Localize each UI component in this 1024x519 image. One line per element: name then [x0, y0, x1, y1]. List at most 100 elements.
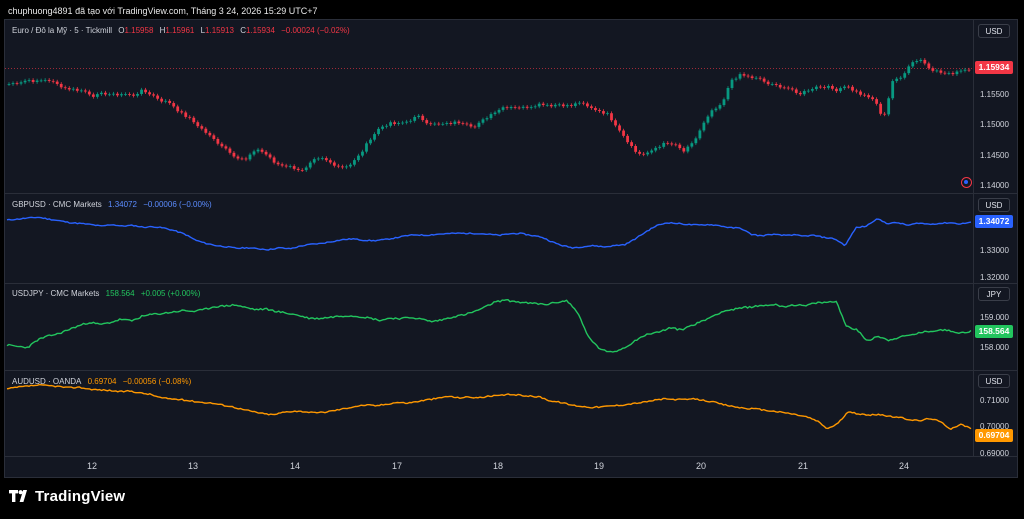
usdjpy-pane[interactable]	[5, 284, 973, 370]
candle-body	[606, 113, 609, 115]
candle-body	[489, 114, 493, 119]
currency-button-usdjpy[interactable]: JPY	[978, 287, 1010, 301]
candle-body	[871, 97, 874, 100]
candle-body	[843, 86, 846, 89]
usdjpy-legend[interactable]: USDJPY · CMC Markets 158.564 +0.005 (+0.…	[12, 289, 204, 298]
currency-button-gbpusd[interactable]: USD	[978, 198, 1010, 212]
audusd-legend[interactable]: AUDUSD · OANDA 0.69704 −0.00056 (−0.08%)	[12, 377, 195, 386]
eurusd-candles	[5, 58, 973, 172]
candle-body	[839, 88, 842, 92]
candle-body	[541, 103, 545, 105]
candle-body	[413, 116, 417, 121]
pane-divider[interactable]	[5, 193, 1018, 194]
ohlc-open: O1.15958	[118, 26, 154, 35]
currency-button-audusd[interactable]: USD	[978, 374, 1010, 388]
candle-body	[284, 165, 288, 167]
chart-frame	[4, 19, 1018, 478]
candle-body	[766, 81, 770, 85]
candle-body	[501, 107, 505, 110]
usdjpy-last-price-tag: 158.564	[975, 325, 1013, 338]
candle-body	[112, 93, 115, 95]
change: −0.00024 (−0.02%)	[281, 26, 350, 35]
candle-body	[220, 143, 224, 147]
candle-body	[365, 143, 368, 152]
candle-body	[248, 154, 252, 160]
eurusd-pane[interactable]	[5, 20, 973, 193]
candle-body	[437, 123, 441, 125]
candle-body	[87, 91, 91, 95]
audusd-line	[6, 383, 972, 430]
scroll-to-realtime-icon[interactable]	[961, 177, 972, 188]
candle-body	[304, 167, 308, 171]
candle-body	[31, 80, 35, 82]
gbpusd-pane[interactable]	[5, 194, 973, 283]
candle-body	[931, 68, 935, 71]
candle-body	[883, 113, 887, 115]
snapshot-caption: chuphuong4891 đã tạo với TradingView.com…	[8, 6, 318, 16]
candle-body	[332, 162, 336, 166]
candle-body	[485, 118, 489, 120]
eurusd-legend[interactable]: Euro / Đô la Mỹ · 5 · Tickmill O1.15958 …	[12, 26, 354, 35]
candle-body	[453, 121, 457, 124]
audusd-pane[interactable]	[5, 371, 973, 456]
candle-body	[23, 80, 27, 83]
candle-body	[517, 107, 521, 109]
candle-body	[758, 77, 762, 79]
candle-body	[927, 63, 931, 69]
candle-body	[35, 80, 39, 82]
candle-body	[919, 59, 923, 61]
candle-body	[91, 94, 95, 97]
candle-body	[545, 104, 549, 106]
candle-body	[328, 160, 332, 163]
candle-body	[907, 66, 911, 74]
candle-body	[260, 149, 264, 152]
candle-body	[521, 106, 525, 108]
tradingview-logo[interactable]: TradingView	[9, 488, 125, 505]
candle-body	[95, 94, 99, 97]
candle-body	[216, 138, 220, 144]
candle-body	[156, 95, 160, 99]
gbpusd-line	[6, 216, 972, 251]
pane-divider[interactable]	[5, 283, 1018, 284]
candle-body	[686, 146, 690, 152]
candle-body	[160, 98, 164, 102]
candle-body	[863, 94, 866, 96]
candle-body	[818, 86, 822, 88]
candle-body	[409, 120, 413, 122]
candle-body	[831, 86, 834, 89]
pane-divider[interactable]	[5, 370, 1018, 371]
candle-body	[734, 78, 738, 80]
candle-body	[722, 99, 726, 106]
candle-body	[212, 135, 216, 139]
gbpusd-legend[interactable]: GBPUSD · CMC Markets 1.34072 −0.00006 (−…	[12, 200, 216, 209]
candle-body	[891, 81, 895, 99]
candle-body	[429, 123, 433, 125]
candle-body	[714, 108, 718, 111]
candle-body	[726, 87, 730, 100]
candle-body	[642, 153, 646, 155]
currency-button-eurusd[interactable]: USD	[978, 24, 1010, 38]
candle-body	[473, 126, 477, 128]
candle-body	[586, 103, 589, 107]
footer	[0, 478, 1024, 519]
candle-body	[204, 128, 208, 133]
candle-body	[228, 148, 232, 153]
candle-body	[497, 109, 501, 113]
candle-body	[99, 92, 103, 95]
candle-body	[706, 116, 710, 123]
x-tick: 24	[898, 461, 910, 471]
candle-body	[176, 106, 180, 112]
candle-body	[569, 105, 573, 106]
candle-body	[658, 146, 662, 148]
candle-body	[790, 88, 794, 90]
candle-body	[39, 80, 43, 82]
candle-body	[754, 77, 758, 79]
ohlc-high: H1.15961	[159, 26, 195, 35]
candle-body	[188, 116, 192, 118]
candle-body	[581, 102, 585, 104]
candle-body	[405, 121, 409, 123]
candle-body	[232, 152, 236, 157]
x-tick: 21	[797, 461, 809, 471]
candle-body	[557, 104, 561, 106]
candle-body	[27, 80, 31, 81]
